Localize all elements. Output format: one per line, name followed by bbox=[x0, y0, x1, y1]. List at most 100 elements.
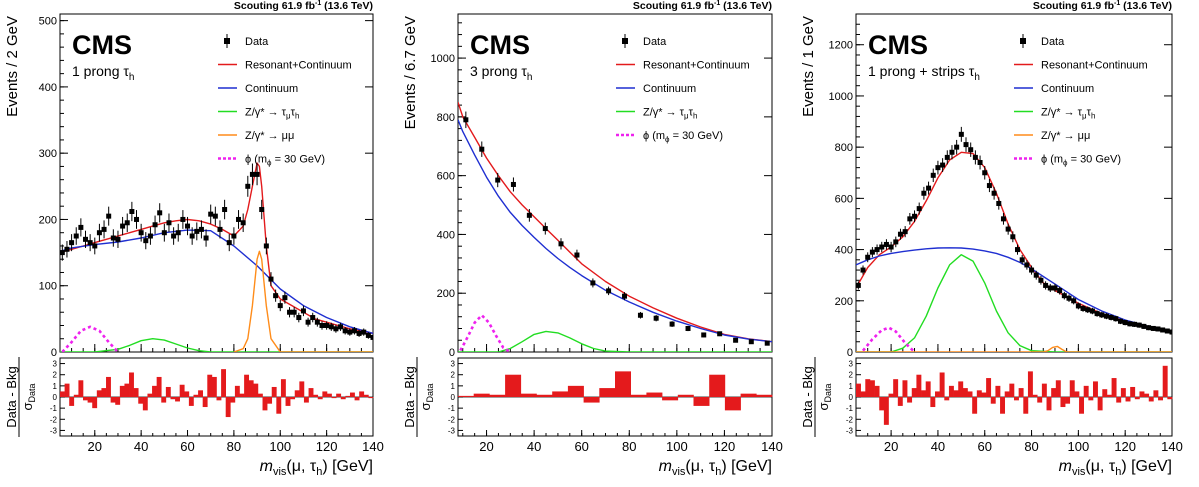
ratio-bar bbox=[939, 372, 945, 397]
plot-area bbox=[458, 101, 772, 352]
ratio-bar bbox=[1037, 397, 1043, 403]
data-point bbox=[147, 233, 153, 239]
x-label-tail: (μ, τ bbox=[286, 458, 316, 475]
series-curve-4 bbox=[856, 345, 1172, 352]
ratio-bar bbox=[165, 386, 171, 397]
legend-text: ϕ (m bbox=[245, 154, 267, 166]
ratio-bar bbox=[505, 374, 522, 397]
x-label-sub: vis bbox=[273, 466, 287, 478]
ratio-bar bbox=[902, 380, 908, 397]
data-point bbox=[669, 321, 675, 327]
category-sub: h bbox=[527, 72, 533, 83]
data-point bbox=[935, 165, 941, 171]
ratio-bar bbox=[883, 397, 889, 425]
data-point bbox=[87, 240, 93, 246]
legend-sub2: h bbox=[693, 112, 697, 121]
ratio-bar bbox=[262, 397, 268, 411]
data-point bbox=[897, 231, 903, 237]
ratio-bar bbox=[740, 393, 757, 397]
x-label-unit: ) [GeV] bbox=[322, 458, 373, 475]
ratio-bar bbox=[248, 380, 254, 397]
data-point bbox=[347, 329, 353, 335]
ratio-y-tick-label: -2 bbox=[846, 415, 854, 424]
ratio-bar bbox=[280, 379, 286, 397]
legend-sub: ϕ bbox=[267, 159, 272, 168]
data-point bbox=[365, 332, 371, 338]
ratio-bar bbox=[271, 386, 277, 397]
ratio-bar bbox=[1093, 381, 1098, 397]
data-point bbox=[138, 230, 144, 236]
ratio-y-tick-label: 2 bbox=[53, 371, 58, 380]
legend-tail: τ bbox=[689, 107, 694, 119]
data-point bbox=[305, 319, 311, 325]
x-tick-label: 100 bbox=[1068, 439, 1090, 454]
data-point bbox=[69, 240, 75, 246]
ratio-label-numerator: Data - Bkg bbox=[800, 366, 815, 427]
ratio-bar bbox=[101, 388, 107, 397]
y-tick-label: 300 bbox=[39, 148, 57, 160]
data-point bbox=[342, 328, 348, 334]
category-label: 1 prong + strips τh bbox=[868, 63, 980, 83]
series-curve-3 bbox=[856, 253, 1172, 352]
ratio-bar bbox=[1027, 371, 1033, 397]
ratio-bar bbox=[944, 397, 950, 401]
ratio-label-denominator: σData bbox=[20, 383, 37, 410]
ratio-bar bbox=[646, 392, 663, 397]
ratio-bar bbox=[221, 369, 227, 397]
legend-tail: τ bbox=[291, 107, 296, 119]
ratio-bar bbox=[1144, 393, 1150, 397]
legend-data-marker bbox=[224, 38, 230, 44]
ratio-label-numerator: Data - Bkg bbox=[4, 366, 19, 427]
ratio-bar bbox=[193, 394, 199, 397]
ratio-bar bbox=[874, 385, 880, 397]
ratio-bar bbox=[290, 397, 296, 400]
legend-entry-4: Z/γ* → τμτh bbox=[616, 107, 697, 121]
data-point bbox=[879, 244, 885, 250]
data-point bbox=[1089, 308, 1095, 314]
x-tick-label: 80 bbox=[227, 439, 241, 454]
ratio-bar bbox=[693, 397, 710, 406]
ratio-y-tick-label: 3 bbox=[849, 360, 854, 369]
legend-sub2: h bbox=[295, 112, 299, 121]
data-point bbox=[185, 223, 191, 229]
y-tick-label: 400 bbox=[39, 82, 57, 94]
legend-label: Z/γ* → μμ bbox=[1041, 130, 1090, 142]
data-point bbox=[921, 190, 927, 196]
x-label-tail: (μ, τ bbox=[1085, 458, 1115, 475]
ratio-bar bbox=[976, 390, 982, 397]
ratio-y-axis-label: Data - Bkg σData bbox=[800, 357, 833, 437]
lumi-sup: -1 bbox=[1114, 0, 1120, 7]
ratio-bar bbox=[1009, 383, 1015, 397]
legend-label: Z/γ* → τμτh bbox=[643, 107, 697, 121]
ratio-y-tick-label: -2 bbox=[50, 415, 58, 424]
series-curve-4 bbox=[459, 313, 511, 352]
legend-entry-3: Continuum bbox=[218, 83, 298, 95]
cms-label: CMS bbox=[72, 30, 132, 60]
data-point bbox=[101, 226, 107, 232]
ratio-bar bbox=[175, 397, 180, 402]
legend-label: Continuum bbox=[643, 83, 696, 95]
ratio-bar bbox=[907, 397, 913, 403]
lumi-sup: -1 bbox=[315, 0, 321, 7]
data-point bbox=[1108, 314, 1114, 320]
data-point bbox=[1029, 267, 1035, 273]
sigma-symbol: σ bbox=[20, 402, 35, 410]
data-point bbox=[874, 247, 880, 253]
data-point bbox=[1122, 320, 1128, 326]
ratio-bar bbox=[147, 393, 153, 397]
data-point bbox=[291, 309, 297, 315]
ratio-bar bbox=[225, 397, 231, 418]
ratio-bar bbox=[60, 391, 65, 397]
ratio-bar bbox=[935, 391, 940, 397]
data-point bbox=[78, 224, 84, 230]
y-axis-label: Events / 1 GeV bbox=[800, 16, 817, 117]
data-point bbox=[245, 183, 251, 189]
ratio-bar bbox=[207, 374, 213, 397]
x-label-unit: ) [GeV] bbox=[1121, 458, 1172, 475]
series-curve-5 bbox=[61, 325, 119, 352]
legend-data-marker bbox=[1020, 38, 1026, 44]
data-point bbox=[96, 230, 102, 236]
legend-label: Z/γ* → τμτh bbox=[245, 107, 299, 121]
ratio-bar bbox=[888, 393, 894, 397]
ratio-bar bbox=[1102, 389, 1108, 397]
